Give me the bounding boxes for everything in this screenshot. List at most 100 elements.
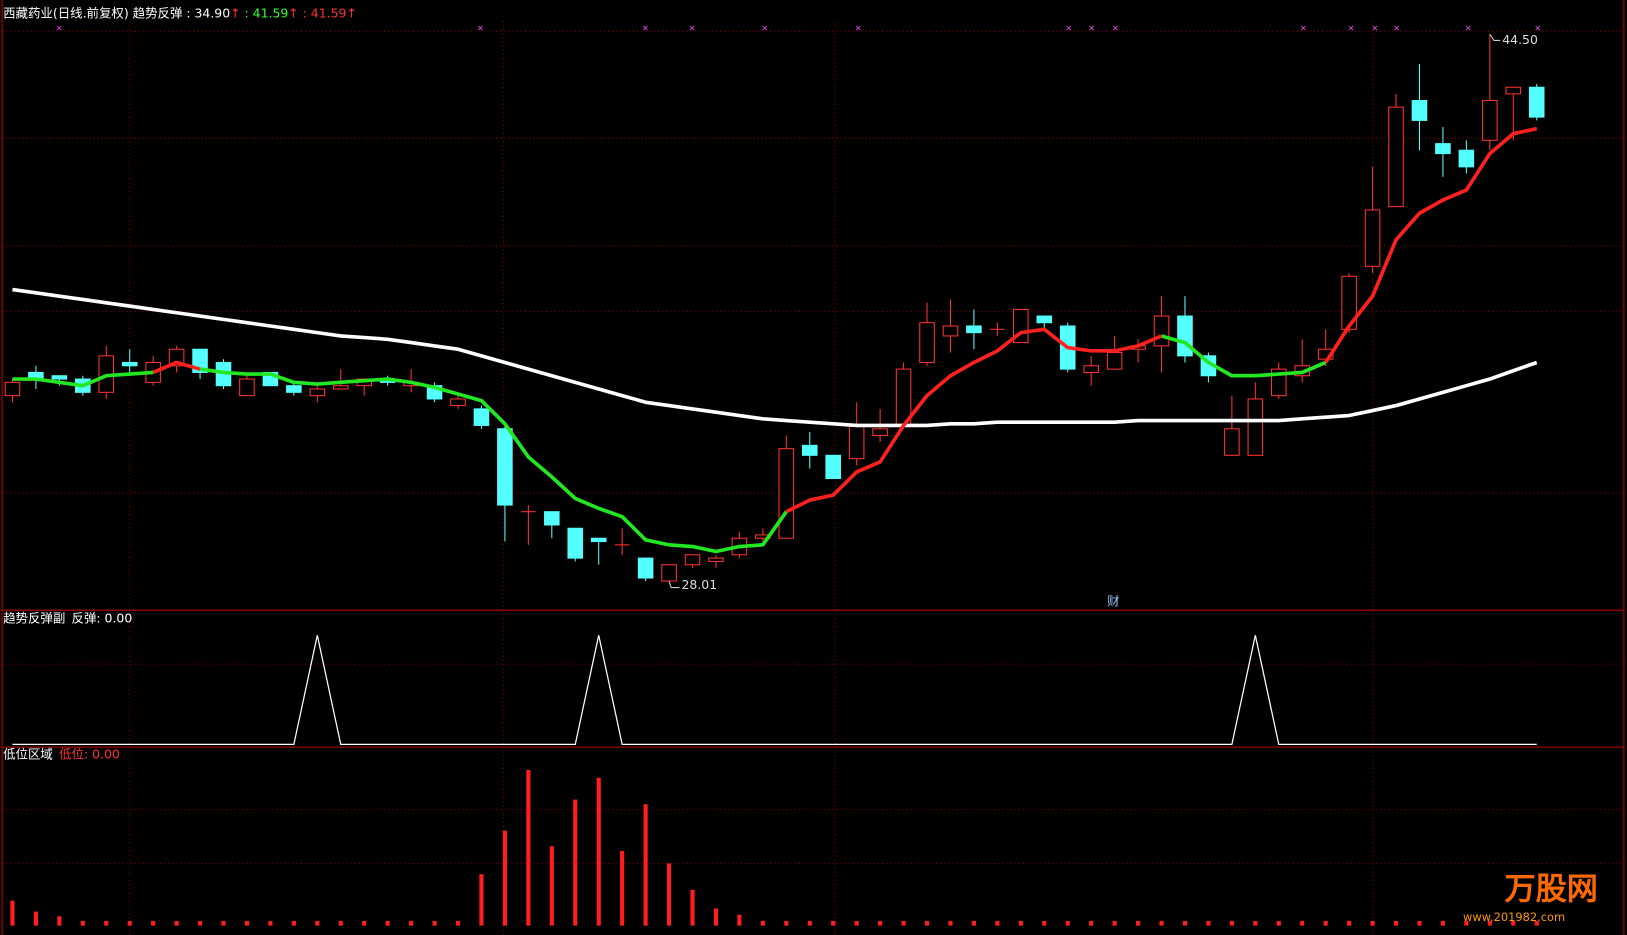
candle-body <box>942 325 959 337</box>
candle-body <box>1388 106 1404 208</box>
header-item: : 41.59 <box>241 5 289 20</box>
candle-body <box>544 511 560 526</box>
bar <box>1159 920 1164 926</box>
marker <box>1300 25 1306 31</box>
bar <box>80 920 85 926</box>
candle-body <box>450 398 466 407</box>
candle-body <box>872 428 888 436</box>
bar <box>1300 920 1305 926</box>
candle-body <box>286 385 302 393</box>
header-item: 西藏药业(日线.前复权) <box>3 5 129 20</box>
bar <box>244 920 250 926</box>
line-series <box>152 360 201 375</box>
line-series <box>1161 334 1327 378</box>
bar <box>854 920 859 926</box>
marker <box>1066 25 1072 31</box>
candle-body <box>1482 100 1498 141</box>
bar <box>1065 920 1070 926</box>
bar <box>1112 920 1117 926</box>
bar <box>596 777 601 926</box>
bar <box>432 920 437 926</box>
bar <box>455 920 461 926</box>
bar <box>995 920 1000 926</box>
bar <box>807 920 812 926</box>
candle-body <box>919 322 935 363</box>
candle-body <box>1153 315 1170 347</box>
candle-body <box>661 564 677 582</box>
marker-label: 财 <box>1107 593 1119 608</box>
bar <box>502 830 507 926</box>
bar <box>924 920 930 926</box>
marker <box>689 25 695 31</box>
bar <box>197 920 203 926</box>
bar <box>1323 920 1328 926</box>
bar <box>10 900 15 926</box>
panel-title: 低位区域 低位: 0.00 <box>3 746 120 761</box>
header: 西藏药业(日线.前复权) 趋势反弹 : 34.90↑ : 41.59↑ : 41… <box>3 5 357 20</box>
candle-body <box>1177 315 1193 357</box>
bar <box>1042 920 1047 926</box>
line-series <box>12 635 1537 746</box>
candle-body <box>966 325 982 334</box>
bar <box>1534 920 1539 926</box>
bar <box>713 908 719 926</box>
bar <box>901 920 906 926</box>
bar <box>221 920 226 926</box>
bar <box>174 920 179 926</box>
candle-body <box>1528 86 1545 118</box>
bar <box>760 920 765 926</box>
candle-body <box>4 381 21 397</box>
bar <box>1253 920 1258 926</box>
panel-title: 趋势反弹副 反弹: 0.00 <box>3 610 132 625</box>
panel-name: 低位区域 <box>3 746 53 761</box>
candle-body <box>121 361 138 367</box>
watermark-url: www.201982.com <box>1463 910 1565 924</box>
bar <box>690 889 695 926</box>
bar <box>784 920 789 926</box>
bar <box>643 804 648 926</box>
candle-body <box>778 448 795 539</box>
bar <box>878 920 883 926</box>
bar <box>549 846 554 926</box>
bar <box>831 920 836 926</box>
bar <box>1276 920 1281 926</box>
candle-body <box>1106 352 1123 370</box>
bar <box>971 920 976 926</box>
candle-body <box>239 378 255 397</box>
bar <box>33 911 38 926</box>
marker <box>642 25 648 31</box>
annotation-arrow <box>668 581 680 589</box>
candle-body <box>1224 428 1240 456</box>
bar <box>620 850 625 926</box>
line-series <box>785 327 1163 514</box>
candle-body <box>848 424 865 460</box>
bar <box>1018 920 1023 926</box>
bar <box>104 920 109 926</box>
bar <box>479 874 484 926</box>
marker <box>855 25 861 31</box>
panel-name: 趋势反弹副 <box>3 610 65 625</box>
candle-body <box>708 557 724 562</box>
bar <box>1511 920 1516 926</box>
max-label: 44.50 <box>1502 32 1538 47</box>
marker <box>1465 25 1471 31</box>
bar <box>1487 920 1492 926</box>
header-item: ↑ <box>230 5 240 20</box>
candle-body <box>1411 100 1428 121</box>
line-series <box>12 370 154 388</box>
marker <box>1113 25 1118 31</box>
bar <box>948 920 953 926</box>
bar <box>666 863 672 926</box>
bar <box>1347 920 1352 926</box>
candle-body <box>473 408 490 426</box>
marker <box>1348 25 1354 31</box>
bar <box>1464 920 1469 926</box>
bar <box>315 920 320 926</box>
line-series <box>12 287 1538 428</box>
bar <box>1089 920 1094 926</box>
candle-body <box>590 537 607 543</box>
